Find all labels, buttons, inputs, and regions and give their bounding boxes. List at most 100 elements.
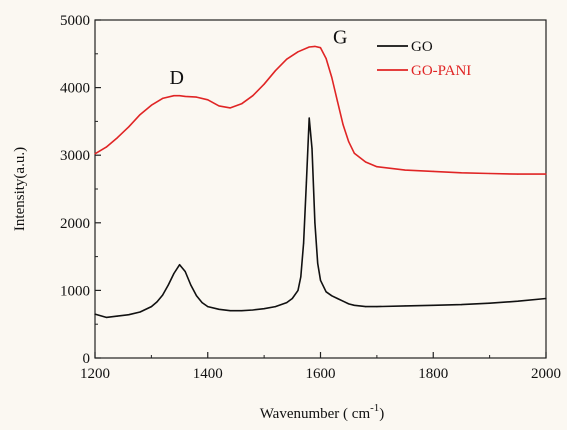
data-point xyxy=(317,262,319,264)
data-point xyxy=(116,137,119,139)
data-point xyxy=(207,306,209,308)
peak-annotations: DG xyxy=(170,27,348,90)
data-point xyxy=(173,272,175,275)
data-point xyxy=(308,117,310,119)
peak-label-d: D xyxy=(170,67,184,89)
data-point xyxy=(252,95,254,97)
data-point xyxy=(128,126,130,128)
data-point xyxy=(297,51,299,53)
data-point xyxy=(150,104,152,106)
x-axis-unit: ( cm xyxy=(343,406,370,422)
data-point xyxy=(308,46,310,48)
data-point xyxy=(489,302,491,304)
data-point xyxy=(342,300,344,302)
data-point xyxy=(376,306,378,308)
data-point xyxy=(331,295,333,297)
data-point xyxy=(195,96,198,98)
data-point xyxy=(342,124,344,126)
x-tick-label: 2000 xyxy=(531,366,561,382)
y-tick-label: 5000 xyxy=(60,13,90,29)
data-point xyxy=(319,279,322,281)
data-point xyxy=(314,45,316,48)
data-point xyxy=(128,314,130,316)
x-axis-title: Wavenumber ( cm-1) xyxy=(260,402,385,422)
x-tick-label: 1600 xyxy=(306,366,336,382)
data-point xyxy=(336,297,338,300)
data-point xyxy=(241,310,243,312)
data-point xyxy=(263,308,265,310)
data-point xyxy=(404,169,406,171)
data-point xyxy=(365,306,367,308)
series-layer xyxy=(94,45,547,319)
y-axis-title: Intensity(a.u.) xyxy=(12,147,28,231)
data-point xyxy=(218,105,220,107)
data-point xyxy=(353,304,355,306)
data-point xyxy=(139,311,141,313)
data-point xyxy=(94,313,96,315)
data-point xyxy=(365,161,367,163)
data-point xyxy=(274,306,276,308)
data-point xyxy=(162,294,164,296)
x-axis-unit-close: ) xyxy=(379,406,384,422)
data-point xyxy=(432,304,434,306)
data-point xyxy=(297,289,299,291)
data-point xyxy=(460,172,462,174)
data-point xyxy=(201,302,203,304)
x-axis-title-label: Wavenumber xyxy=(260,406,340,422)
data-point xyxy=(218,308,220,310)
data-point xyxy=(184,95,186,97)
x-tick-label: 1400 xyxy=(193,366,223,382)
data-point xyxy=(348,303,350,305)
y-tick-label: 1000 xyxy=(60,283,90,299)
data-point xyxy=(300,276,302,278)
data-point xyxy=(274,70,276,72)
data-point xyxy=(105,316,107,318)
data-point xyxy=(229,107,231,109)
series-points-go-pani xyxy=(94,45,547,175)
data-point xyxy=(150,306,152,308)
data-point xyxy=(331,76,333,79)
legend-label-go-pani: GO-PANI xyxy=(411,63,471,79)
data-point xyxy=(229,310,231,312)
data-point xyxy=(311,147,313,149)
y-tick-label: 3000 xyxy=(60,148,90,164)
y-tick-label: 4000 xyxy=(60,81,90,97)
data-point xyxy=(545,297,547,300)
data-point xyxy=(116,315,119,317)
data-point xyxy=(139,114,141,116)
data-point xyxy=(184,270,186,273)
data-point xyxy=(179,95,181,97)
peak-label-g: G xyxy=(333,27,347,49)
data-point xyxy=(314,222,316,224)
data-point xyxy=(319,47,322,49)
data-point xyxy=(325,291,327,293)
data-point xyxy=(432,170,434,172)
data-point xyxy=(348,141,350,143)
data-point xyxy=(404,305,406,307)
legend: GO GO-PANI xyxy=(377,39,471,79)
data-point xyxy=(173,95,175,97)
data-point xyxy=(376,166,378,168)
x-tick-label: 1200 xyxy=(80,366,110,382)
data-point xyxy=(286,302,288,304)
data-point xyxy=(286,58,288,60)
data-point xyxy=(195,295,198,297)
data-point xyxy=(517,300,519,302)
data-point xyxy=(263,83,265,85)
data-point xyxy=(336,100,338,102)
data-point xyxy=(156,301,158,303)
data-point xyxy=(167,284,169,286)
y-tick-label: 2000 xyxy=(60,216,90,232)
data-point xyxy=(241,103,243,105)
data-point xyxy=(179,264,181,266)
data-point xyxy=(207,99,209,101)
y-tick-label: 0 xyxy=(83,351,91,367)
data-point xyxy=(190,284,192,286)
data-point xyxy=(252,309,254,311)
data-point xyxy=(303,242,305,244)
data-point xyxy=(517,173,519,175)
data-point xyxy=(325,57,327,60)
data-point xyxy=(105,146,107,148)
data-point xyxy=(460,304,462,306)
